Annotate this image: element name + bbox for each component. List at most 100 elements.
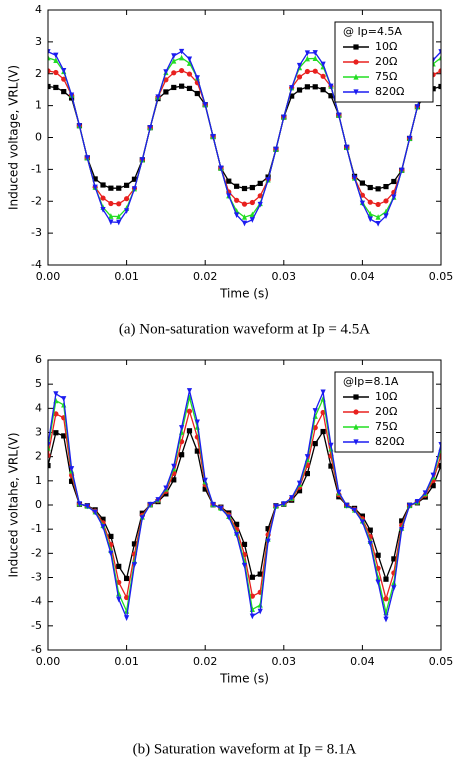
marker (320, 61, 326, 68)
marker (289, 93, 295, 99)
marker (351, 175, 358, 182)
y-tick-label: -4 (31, 258, 42, 271)
marker (367, 216, 373, 223)
marker (281, 501, 287, 507)
marker (391, 556, 397, 562)
marker (422, 490, 428, 497)
marker (92, 509, 98, 516)
marker (171, 70, 177, 76)
legend-label: 10Ω (375, 390, 397, 403)
marker (179, 83, 185, 89)
marker (131, 541, 138, 547)
legend-marker (353, 439, 359, 446)
legend-label: 820Ω (375, 85, 404, 98)
marker (108, 185, 114, 191)
legend-marker (353, 89, 359, 96)
marker (179, 54, 185, 61)
caption: (b) Saturation waveform at Ip = 8.1A (133, 741, 357, 757)
plot-area (48, 388, 441, 623)
marker (312, 441, 318, 447)
marker (186, 428, 193, 434)
marker (48, 83, 51, 90)
marker (210, 501, 216, 508)
marker (241, 541, 248, 547)
y-tick-label: -1 (31, 162, 42, 175)
marker (61, 67, 67, 74)
marker (249, 184, 255, 191)
marker (375, 552, 381, 558)
marker (186, 71, 193, 77)
marker (131, 186, 138, 192)
marker (234, 521, 240, 527)
marker (344, 502, 350, 509)
marker (438, 463, 441, 469)
marker (53, 52, 59, 59)
marker (124, 196, 130, 202)
marker (61, 433, 67, 439)
x-tick-label: 0.01 (114, 655, 139, 668)
x-tick-label: 0.03 (272, 270, 297, 283)
marker (100, 206, 106, 213)
marker (399, 527, 405, 533)
marker (186, 60, 193, 66)
marker (92, 184, 98, 191)
marker (171, 477, 177, 483)
marker (367, 527, 373, 533)
y-tick-label: 1 (35, 474, 42, 487)
marker (257, 601, 263, 608)
marker (265, 526, 271, 532)
legend-label: 820Ω (375, 435, 404, 448)
marker (68, 466, 75, 472)
marker (391, 579, 397, 586)
marker (320, 428, 326, 435)
marker (61, 76, 67, 82)
marker (328, 83, 334, 90)
marker (383, 213, 389, 220)
marker (414, 499, 421, 505)
y-axis-label: Induced voltahe, VRL(V) (7, 432, 21, 577)
marker (124, 615, 130, 621)
legend-label: 10Ω (375, 40, 397, 53)
marker (202, 486, 208, 492)
marker (312, 68, 318, 74)
marker (257, 193, 263, 199)
marker (438, 49, 441, 55)
marker (320, 389, 326, 396)
marker (289, 495, 295, 501)
marker (108, 200, 114, 207)
marker (265, 177, 271, 183)
marker (273, 146, 279, 153)
legend: @ Ip=4.5A 10Ω 20Ω 75Ω 820Ω (334, 21, 434, 103)
marker (100, 195, 106, 201)
marker (116, 185, 122, 191)
marker (84, 155, 90, 161)
marker (48, 445, 51, 451)
plot-area (48, 48, 441, 227)
legend-marker (353, 394, 359, 400)
y-tick-label: -4 (31, 595, 42, 608)
caption: (a) Non-saturation waveform at Ip = 4.5A (119, 321, 370, 337)
marker (438, 441, 441, 448)
marker (76, 123, 83, 129)
marker (163, 485, 169, 492)
marker (304, 55, 310, 62)
marker (383, 198, 389, 204)
marker (116, 201, 122, 207)
x-tick-label: 0.03 (272, 655, 297, 668)
marker (249, 613, 255, 620)
marker (359, 519, 365, 526)
marker (179, 67, 185, 74)
y-tick-label: 4 (35, 401, 42, 414)
plot-frame (47, 359, 442, 651)
y-tick-label: -2 (31, 546, 42, 559)
marker (155, 497, 161, 503)
marker (336, 489, 342, 496)
marker (430, 472, 436, 479)
y-tick-label: -2 (31, 194, 42, 207)
marker (312, 55, 318, 62)
chart: -6 -5 -4 -3 -2 -1 0 1 2 3 4 5 6 0.00 0.01 0.02 0.03 0.04 0… (7, 353, 453, 757)
marker (430, 483, 436, 489)
marker (304, 50, 310, 57)
marker (186, 56, 193, 63)
marker (249, 217, 255, 223)
